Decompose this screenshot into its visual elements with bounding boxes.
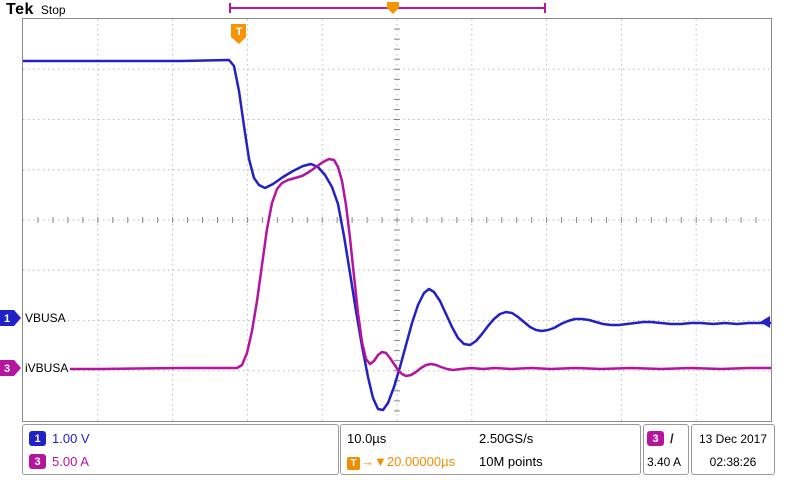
time-value: 02:38:26 <box>709 454 757 469</box>
ch1-scale-value: 1.00 V <box>52 431 90 446</box>
ch3-label: iVBUSA <box>23 361 71 375</box>
brand-area: Tek Stop <box>6 1 66 19</box>
trigger-box: 3 / 3.40 A <box>643 424 689 475</box>
ch3-scale-value: 5.00 A <box>52 454 89 469</box>
channel-scale-box: 1 1.00 V 3 5.00 A <box>22 424 339 475</box>
readout-bar: 1 1.00 V 3 5.00 A 10.0µs 2.50GS/s T →▼20.… <box>0 424 800 478</box>
timebase-row: 10.0µs 2.50GS/s <box>347 427 634 450</box>
ch1-scale-row: 1 1.00 V <box>29 427 332 450</box>
ch1-label: VBUSA <box>23 311 68 325</box>
trigger-delay-value: T →▼20.00000µs <box>347 454 473 470</box>
record-view-bar <box>229 2 546 14</box>
trace-ch3-ivbusa <box>23 157 771 378</box>
ch1-badge: 1 <box>29 431 46 446</box>
date-value: 13 Dec 2017 <box>698 431 768 446</box>
trigger-time-flag-icon: T <box>231 24 246 44</box>
sample-rate-value: 2.50GS/s <box>479 431 534 446</box>
grid-lines <box>23 19 771 421</box>
ch3-scale-row: 3 5.00 A <box>29 450 332 473</box>
trigger-flag-letter: T <box>236 26 243 38</box>
delay-t-icon: T <box>347 456 360 470</box>
acquisition-status: Stop <box>40 3 66 17</box>
delay-row: T →▼20.00000µs 10M points <box>347 450 634 473</box>
ch3-badge: 3 <box>29 454 46 469</box>
svg-text:3: 3 <box>4 363 10 375</box>
trigger-slope-icon: / <box>670 431 674 446</box>
trigger-level-value: 3.40 A <box>647 454 682 469</box>
ch1-position-marker: 1 VBUSA <box>0 310 68 326</box>
trigger-source-row: 3 / <box>647 427 685 450</box>
waveform-traces <box>23 58 771 412</box>
trace-ch1-vbusa <box>23 58 771 412</box>
ch1-arrow-icon: 1 <box>0 310 21 326</box>
horizontal-box: 10.0µs 2.50GS/s T →▼20.00000µs 10M points <box>340 424 641 475</box>
svg-text:1: 1 <box>4 313 10 325</box>
ch3-position-marker: 3 iVBUSA <box>0 360 71 376</box>
waveform-plot <box>23 19 771 421</box>
datetime-box: 13 Dec 2017 02:38:26 <box>691 424 775 475</box>
trigger-level-row: 3.40 A <box>647 450 685 473</box>
trigger-position-icon <box>387 2 399 14</box>
ch1-level-arrow-icon <box>760 316 770 328</box>
graticule: T <box>22 18 772 422</box>
record-length-value: 10M points <box>479 454 543 469</box>
timebase-value: 10.0µs <box>347 431 387 446</box>
ch3-arrow-icon: 3 <box>0 360 21 376</box>
trigger-source-badge: 3 <box>647 431 664 446</box>
tek-logo: Tek <box>6 1 34 18</box>
